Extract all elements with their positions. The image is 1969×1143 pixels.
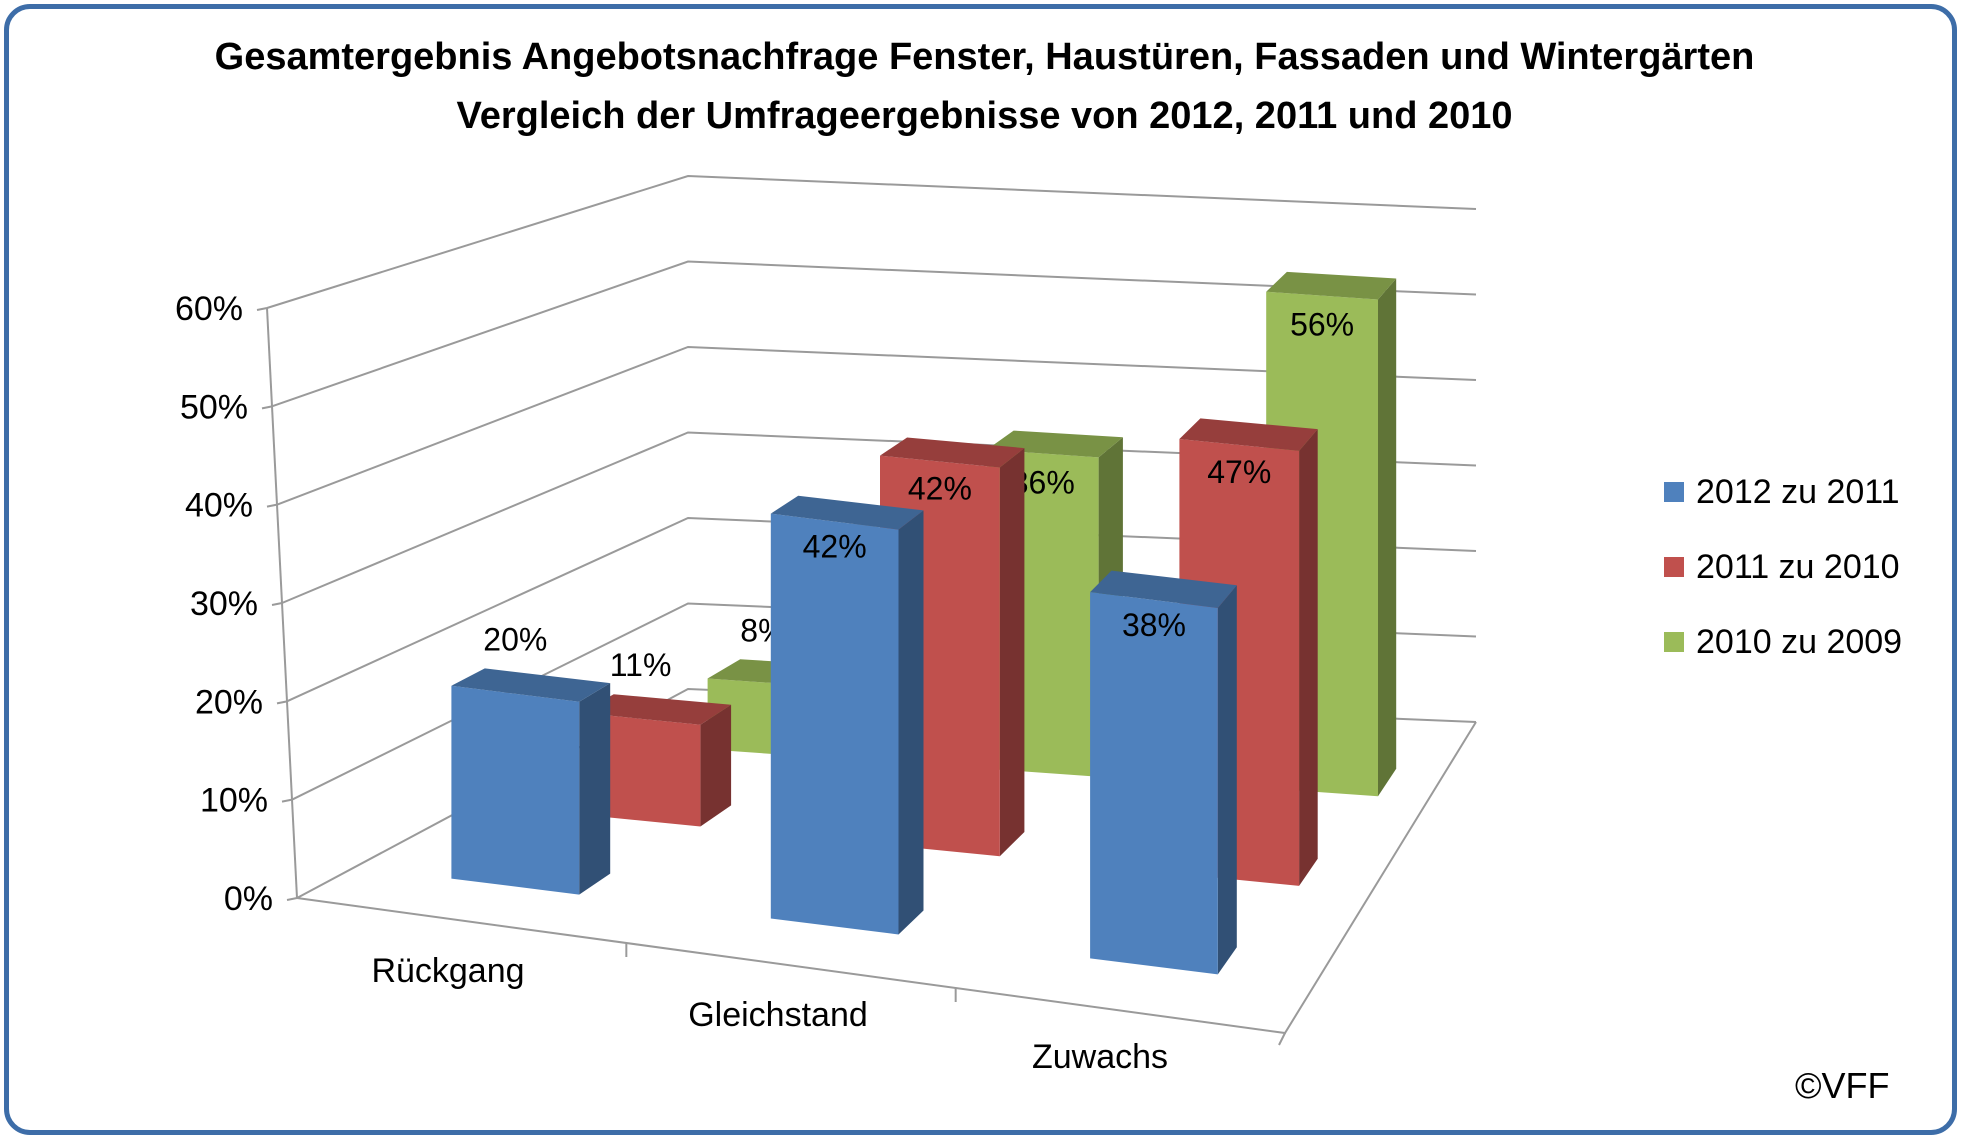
gridline <box>271 260 1477 408</box>
bar-series2-side <box>1299 429 1318 886</box>
y-tick-label: 30% <box>190 585 258 623</box>
x-tick-label: Gleichstand <box>688 996 868 1034</box>
y-tick-label: 40% <box>185 487 253 525</box>
bar-series2 <box>580 712 701 827</box>
y-tick-label: 50% <box>180 388 248 426</box>
legend-item-series-3: 2010 zu 2009 <box>1664 622 1902 662</box>
y-tick-mark <box>271 602 283 606</box>
bar-series3-top <box>1266 271 1397 300</box>
y-tick-label: 20% <box>195 683 263 721</box>
legend-label-series-3: 2010 zu 2009 <box>1696 622 1903 661</box>
data-label: 20% <box>483 621 547 657</box>
gridline <box>266 174 1477 309</box>
bar-series1 <box>451 685 580 895</box>
legend-label-series-2: 2011 zu 2010 <box>1696 547 1900 586</box>
bar-series1-top <box>1090 570 1237 608</box>
copyright-notice: ©VFF <box>1795 1065 1890 1106</box>
bar-series1 <box>1090 592 1218 975</box>
bar-series2-top <box>880 437 1025 468</box>
chart-title: Gesamtergebnis Angebotsnachfrage Fenster… <box>214 36 1755 78</box>
data-label: 42% <box>908 471 972 507</box>
x-tick-label: Zuwachs <box>1032 1038 1168 1076</box>
x-tick-label: Rückgang <box>371 952 524 990</box>
bar-series1-side <box>898 510 924 935</box>
bar-series3-side <box>1378 278 1397 797</box>
bar-series1 <box>770 513 899 935</box>
y-tick-label: 0% <box>224 880 273 918</box>
data-label: 47% <box>1207 454 1271 490</box>
bar-series1-side <box>579 683 611 895</box>
bar-series1-top <box>770 495 924 530</box>
bar-series1-top <box>451 668 611 702</box>
bar-series2-side <box>700 704 732 827</box>
y-tick-mark <box>281 798 293 803</box>
legend-item-series-2: 2011 zu 2010 <box>1664 547 1900 587</box>
y-tick-label: 10% <box>200 782 268 820</box>
legend-label-series-1: 2012 zu 2011 <box>1696 472 1900 511</box>
y-axis-line <box>266 307 298 899</box>
chart-subtitle: Vergleich der Umfrageergebnisse von 2012… <box>456 95 1513 137</box>
y-tick-mark <box>276 700 288 705</box>
legend-swatch-series-1 <box>1664 482 1684 502</box>
data-label: 11% <box>610 647 672 683</box>
legend-swatch-series-3 <box>1664 632 1684 652</box>
y-tick-mark <box>261 405 273 410</box>
legend-swatch-series-2 <box>1664 557 1684 577</box>
bar-series1-side <box>1217 585 1237 975</box>
y-tick-mark <box>286 897 298 901</box>
y-tick-mark <box>256 307 268 311</box>
data-label: 56% <box>1290 307 1354 343</box>
bar-series2-top <box>1179 418 1318 451</box>
y-tick-mark <box>266 503 278 508</box>
bar-series2-top <box>580 694 732 725</box>
gridline <box>276 345 1477 506</box>
data-label: 42% <box>803 529 867 565</box>
data-label: 38% <box>1122 607 1186 643</box>
y-tick-label: 60% <box>175 290 243 328</box>
bar-series2-side <box>999 448 1025 857</box>
x-tick-mark <box>1278 1032 1286 1046</box>
legend-item-series-1: 2012 zu 2011 <box>1664 472 1900 512</box>
